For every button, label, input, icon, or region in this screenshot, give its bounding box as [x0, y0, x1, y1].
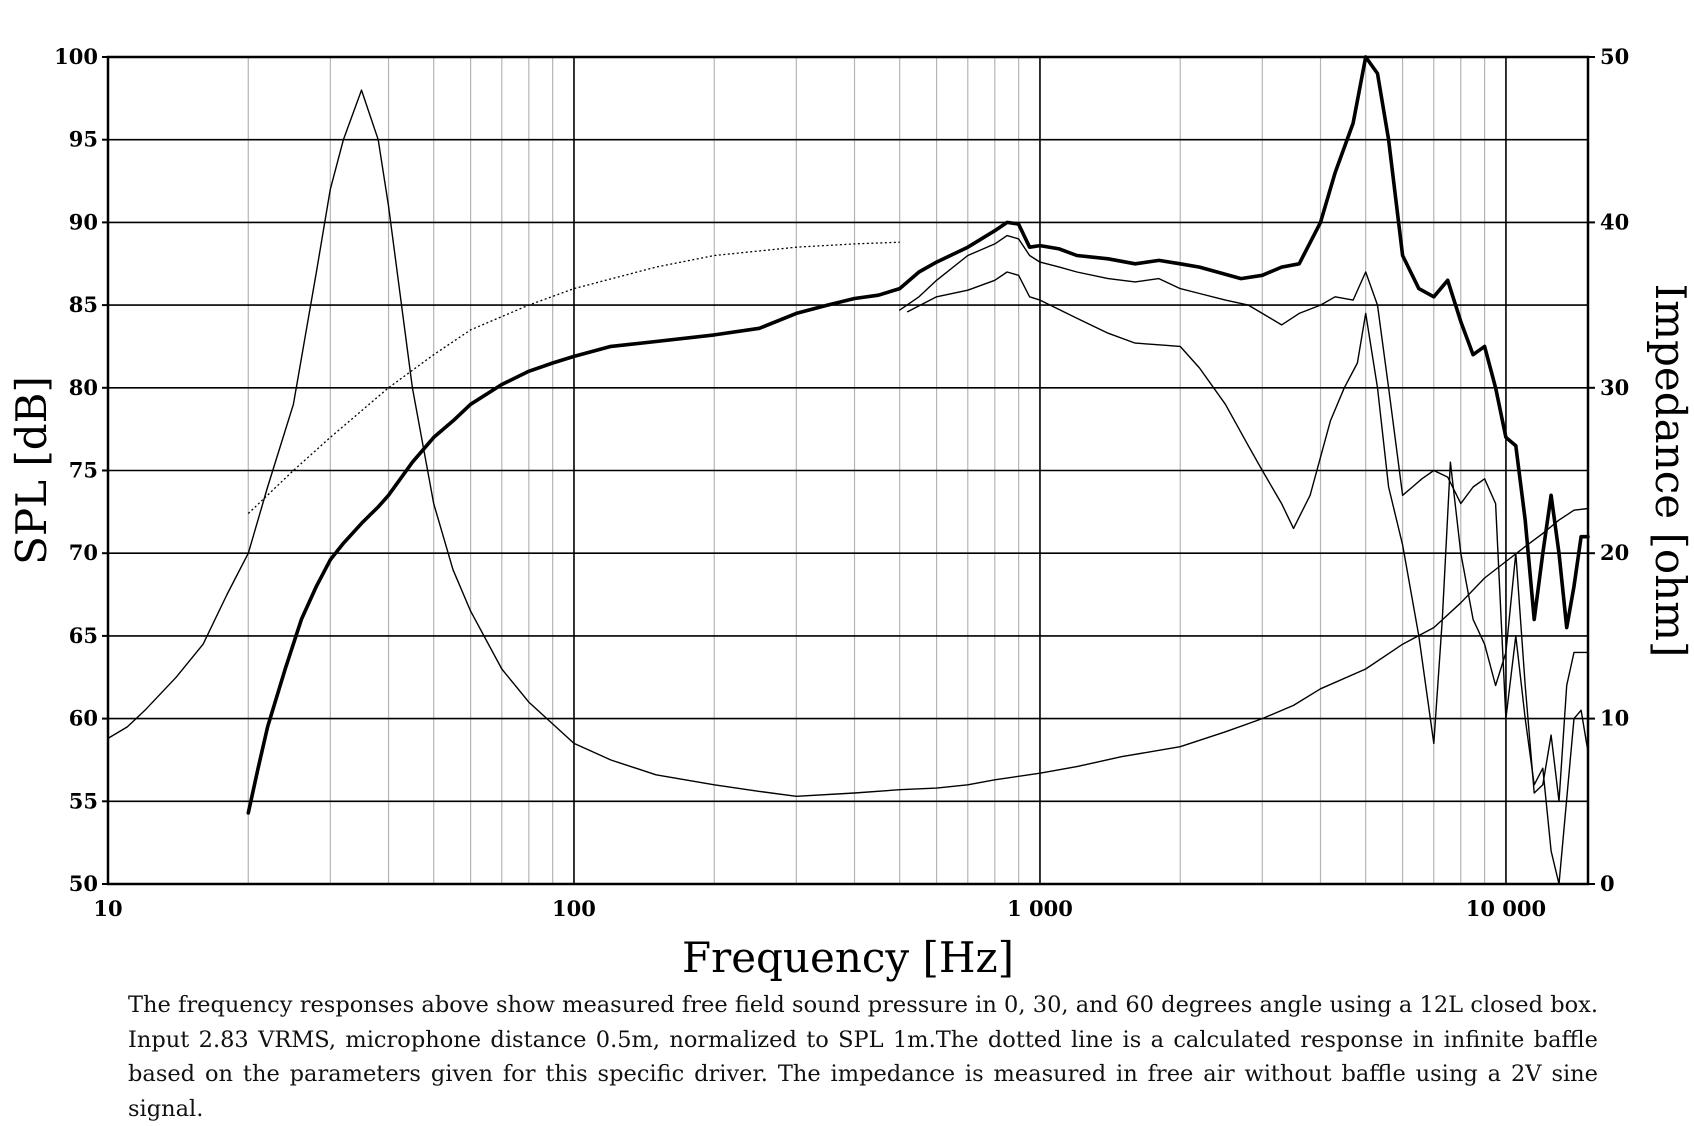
y-tick-label: 100: [54, 44, 98, 69]
y-tick-label: 70: [69, 540, 98, 565]
spl-curve-1: [899, 234, 1589, 885]
y2-axis-title: Impedance [ohm]: [1646, 284, 1694, 658]
y2-tick-label: 30: [1600, 375, 1629, 400]
y-tick-label: 80: [69, 375, 98, 400]
impedance-curve: [107, 89, 1589, 797]
figure-caption: The frequency responses above show measu…: [128, 992, 1598, 1122]
x-tick-label: 10: [93, 896, 122, 921]
y-tick-label: 50: [69, 871, 98, 896]
spl-curve-0: [246, 55, 1590, 815]
y-tick-label: 95: [69, 127, 98, 152]
y-tick-label: 90: [69, 209, 98, 234]
y2-tick-label: 0: [1600, 871, 1615, 896]
x-axis-title: Frequency [Hz]: [682, 933, 1014, 982]
x-tick-label: 100: [552, 896, 596, 921]
y2-tick-label: 50: [1600, 44, 1629, 69]
y-tick-label: 60: [69, 706, 98, 731]
y-tick-label: 55: [69, 788, 98, 813]
y-tick-label: 75: [69, 458, 98, 483]
y2-tick-label: 10: [1600, 706, 1629, 731]
y2-tick-label: 40: [1600, 209, 1629, 234]
y-tick-label: 85: [69, 292, 98, 317]
spl-curve-2: [906, 271, 1589, 802]
x-tick-label: 1 000: [1007, 896, 1073, 921]
calculated-response-curve: [247, 241, 900, 514]
y-axis-title: SPL [dB]: [7, 376, 56, 565]
y2-tick-label: 20: [1600, 540, 1629, 565]
y-tick-label: 65: [69, 623, 98, 648]
series-layer: [107, 55, 1590, 885]
x-tick-label: 10 000: [1466, 896, 1546, 921]
